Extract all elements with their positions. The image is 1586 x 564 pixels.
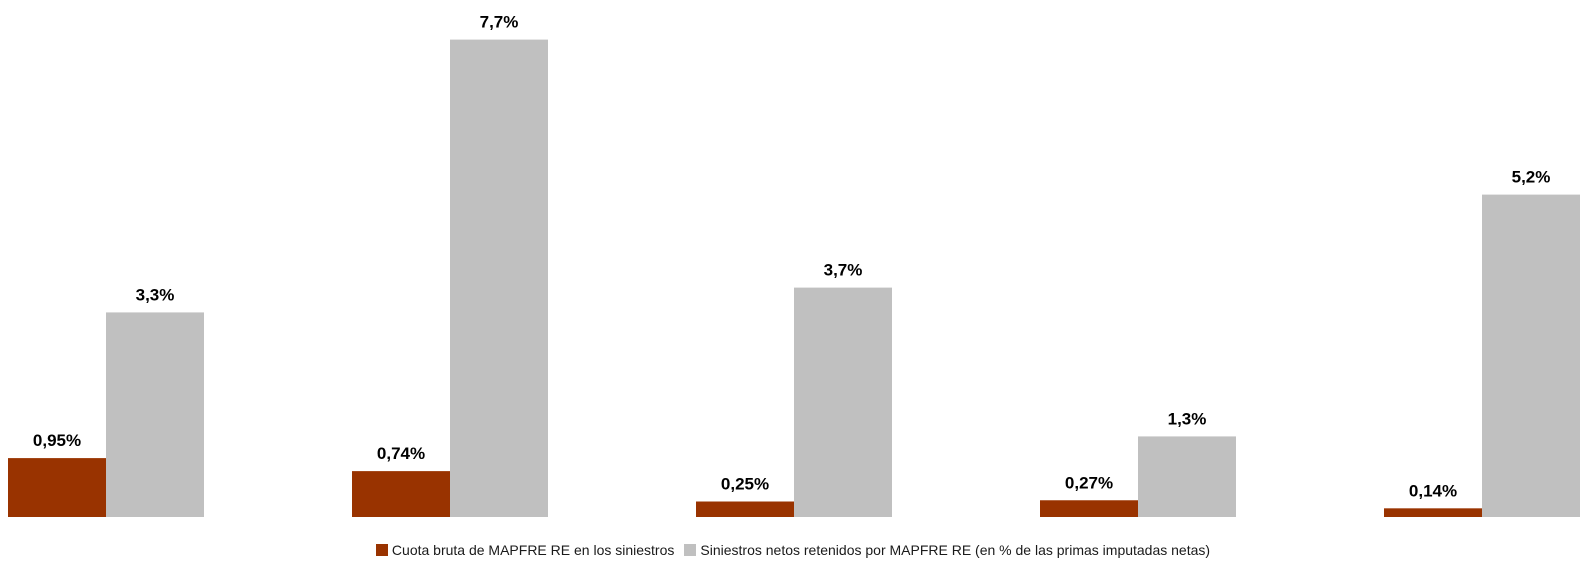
bar-cuota-bruta-2 bbox=[352, 471, 450, 517]
legend-item-cuota-bruta: Cuota bruta de MAPFRE RE en los siniestr… bbox=[375, 542, 675, 558]
bar-cuota-bruta-3 bbox=[696, 501, 794, 517]
legend-label-cuota-bruta: Cuota bruta de MAPFRE RE en los siniestr… bbox=[391, 542, 675, 558]
data-label-siniestros-netos-4: 1,3% bbox=[1168, 409, 1207, 428]
bar-siniestros-netos-1 bbox=[106, 312, 204, 517]
bar-cuota-bruta-5 bbox=[1384, 508, 1482, 517]
legend-swatch-siniestros-netos bbox=[684, 544, 697, 556]
bar-siniestros-netos-3 bbox=[794, 287, 892, 517]
bar-siniestros-netos-2 bbox=[450, 39, 548, 517]
data-label-cuota-bruta-1: 0,95% bbox=[33, 431, 81, 450]
data-label-siniestros-netos-1: 3,3% bbox=[136, 285, 175, 304]
data-label-cuota-bruta-5: 0,14% bbox=[1409, 481, 1457, 500]
bar-cuota-bruta-1 bbox=[8, 458, 106, 517]
legend: Cuota bruta de MAPFRE RE en los siniestr… bbox=[0, 540, 1586, 560]
data-label-siniestros-netos-2: 7,7% bbox=[480, 13, 519, 32]
legend-label-siniestros-netos: Siniestros netos retenidos por MAPFRE RE… bbox=[700, 542, 1211, 558]
bar-siniestros-netos-5 bbox=[1482, 194, 1580, 517]
data-label-cuota-bruta-4: 0,27% bbox=[1065, 473, 1113, 492]
bar-cuota-bruta-4 bbox=[1040, 500, 1138, 517]
data-label-cuota-bruta-3: 0,25% bbox=[721, 475, 769, 494]
data-label-siniestros-netos-5: 5,2% bbox=[1512, 168, 1551, 187]
bar-siniestros-netos-4 bbox=[1138, 436, 1236, 517]
legend-item-siniestros-netos: Siniestros netos retenidos por MAPFRE RE… bbox=[684, 542, 1210, 558]
legend-swatch-cuota-bruta bbox=[375, 544, 388, 556]
data-label-siniestros-netos-3: 3,7% bbox=[824, 261, 863, 280]
data-label-cuota-bruta-2: 0,74% bbox=[377, 444, 425, 463]
